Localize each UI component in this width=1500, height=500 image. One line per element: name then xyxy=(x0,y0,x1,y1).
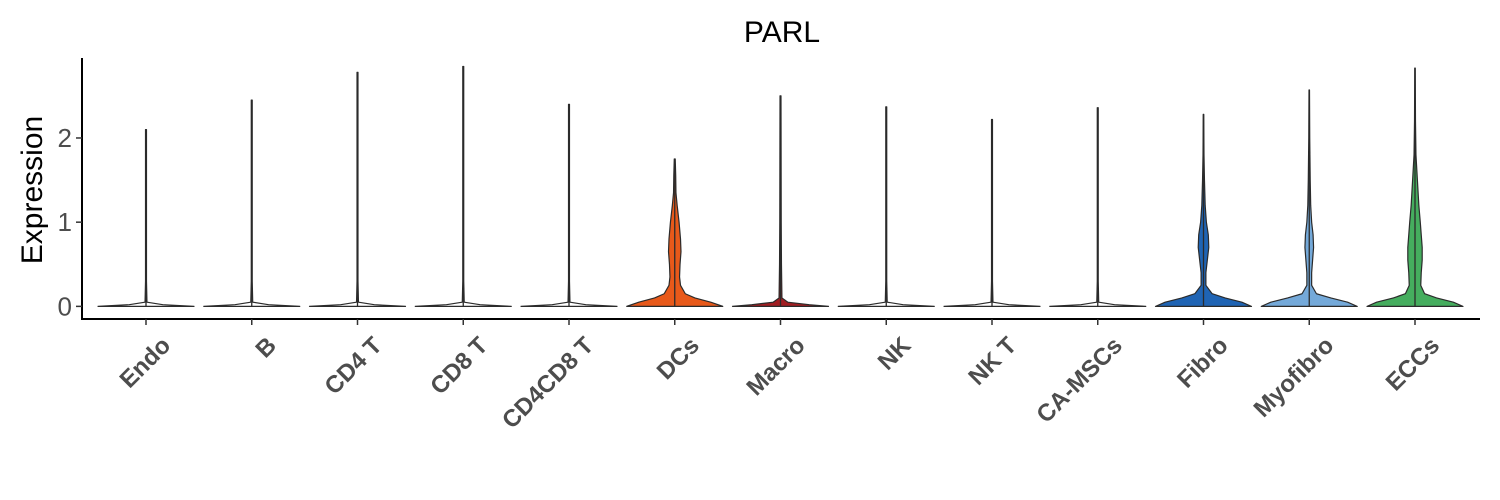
y-tick-label: 2 xyxy=(58,123,72,153)
chart-title: PARL xyxy=(744,16,820,49)
y-tick-label: 1 xyxy=(58,207,72,237)
violins-group xyxy=(97,65,1464,307)
y-axis-label: Expression xyxy=(16,116,49,264)
y-tick-label: 0 xyxy=(58,291,72,321)
